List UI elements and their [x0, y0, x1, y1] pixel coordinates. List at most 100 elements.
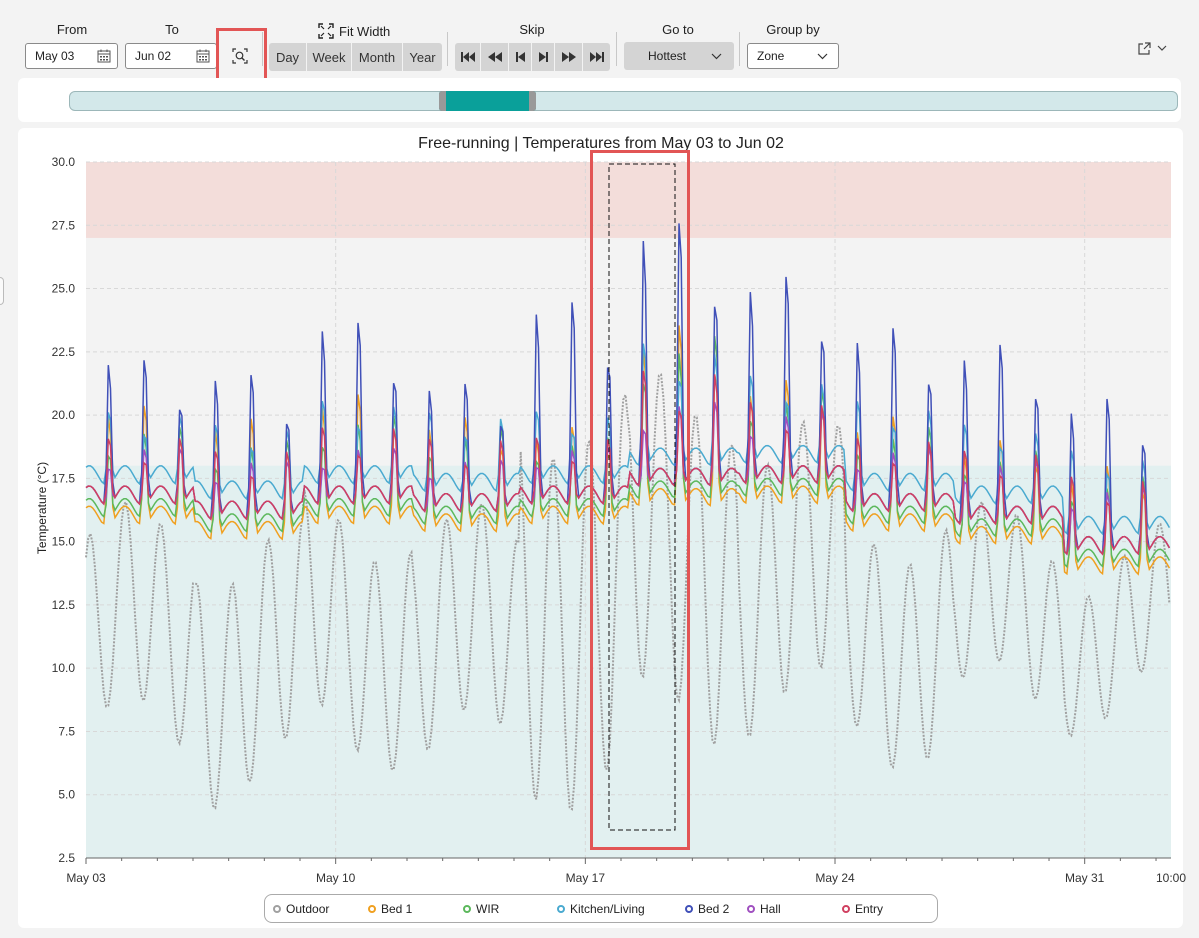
export-icon [1138, 41, 1151, 55]
legend-marker [368, 905, 376, 913]
range-right-handle[interactable] [529, 91, 536, 111]
from-date-field[interactable]: May 03 [25, 43, 118, 69]
y-tick-label: 30.0 [52, 155, 76, 169]
rewind-icon [487, 52, 502, 62]
timeline-range-track[interactable] [69, 91, 1178, 111]
skip-back-button[interactable] [481, 43, 509, 71]
goto-label: Go to [662, 22, 694, 37]
legend-item-hall[interactable]: Hall [747, 902, 781, 916]
series-line-bed-1[interactable] [85, 325, 1171, 576]
y-tick-label: 17.5 [52, 471, 76, 485]
overheat-band [86, 162, 1171, 238]
y-tick-label: 2.5 [58, 851, 75, 865]
y-axis-label: Temperature (°C) [35, 462, 49, 554]
x-tick-label: May 03 [66, 871, 106, 885]
period-year-button[interactable]: Year [403, 43, 442, 71]
chevron-down-icon [817, 53, 828, 60]
comfort-band [86, 465, 1171, 858]
from-date-value: May 03 [35, 49, 75, 63]
timeline-range-selection[interactable] [439, 91, 536, 111]
y-tick-label: 12.5 [52, 598, 76, 612]
fast-forward-icon [561, 52, 576, 62]
legend-marker [273, 905, 281, 913]
legend-item-bed-2[interactable]: Bed 2 [685, 902, 729, 916]
legend-item-entry[interactable]: Entry [842, 902, 883, 916]
fit-width-label: Fit Width [339, 23, 391, 39]
legend-label: Hall [760, 902, 781, 916]
series-line-kitchen-living[interactable] [85, 343, 1171, 536]
legend-label: Bed 2 [698, 902, 730, 916]
zoom-to-selection-icon [232, 48, 248, 64]
series-line-wir[interactable] [85, 336, 1171, 569]
period-day-button[interactable]: Day [269, 43, 307, 71]
series-line-outdoor[interactable] [85, 373, 1171, 811]
legend-label: Kitchen/Living [570, 902, 645, 916]
to-date-value: Jun 02 [135, 49, 172, 63]
calendar-icon[interactable] [97, 49, 111, 63]
y-tick-label: 15.0 [52, 535, 76, 549]
x-tick-label: May 31 [1065, 871, 1105, 885]
skip-label: Skip [519, 22, 545, 37]
hottest-period-highlight [590, 150, 690, 850]
skip-last-icon [589, 52, 604, 62]
series-line-entry[interactable] [85, 370, 1171, 556]
y-tick-label: 22.5 [52, 345, 76, 359]
x-tick-label: May 17 [566, 871, 606, 885]
legend-marker [747, 905, 755, 913]
fit-width-icon [318, 23, 334, 39]
calendar-icon[interactable] [196, 49, 210, 63]
y-tick-label: 27.5 [52, 218, 76, 232]
goto-value: Hottest [648, 49, 687, 63]
selection-rectangle[interactable] [608, 163, 676, 831]
x-tick-label: May 10 [316, 871, 356, 885]
groupby-dropdown[interactable]: Zone [747, 43, 839, 69]
legend-marker [842, 905, 850, 913]
x-tick-label: May 24 [815, 871, 855, 885]
y-tick-label: 7.5 [58, 724, 75, 738]
legend-label: Outdoor [286, 902, 330, 916]
legend-label: Entry [855, 902, 884, 916]
groupby-value: Zone [757, 49, 785, 63]
skip-last-button[interactable] [583, 43, 610, 71]
x-tick-label: 10:00 [1156, 871, 1186, 885]
skip-controls [455, 43, 610, 71]
step-back-icon [515, 52, 525, 62]
chevron-down-icon [711, 53, 722, 60]
groupby-label: Group by [766, 22, 820, 37]
goto-dropdown[interactable]: Hottest [624, 42, 734, 70]
period-month-button[interactable]: Month [352, 43, 403, 71]
legend-item-bed-1[interactable]: Bed 1 [368, 902, 412, 916]
period-selector: Day Week Month Year [269, 43, 442, 71]
y-tick-label: 10.0 [52, 661, 76, 675]
to-date-field[interactable]: Jun 02 [125, 43, 217, 69]
chevron-down-icon [1157, 45, 1167, 51]
separator [739, 32, 740, 66]
y-tick-label: 25.0 [52, 282, 76, 296]
skip-first-icon [460, 52, 475, 62]
range-left-handle[interactable] [439, 91, 446, 111]
legend-item-wir[interactable]: WIR [463, 902, 499, 916]
export-button[interactable] [1138, 40, 1174, 56]
legend-marker [463, 905, 471, 913]
legend-marker [685, 905, 693, 913]
legend-label: WIR [476, 902, 500, 916]
skip-first-button[interactable] [455, 43, 481, 71]
legend-label: Bed 1 [381, 902, 413, 916]
skip-forward-button[interactable] [555, 43, 583, 71]
legend-item-kitchen-living[interactable]: Kitchen/Living [557, 902, 645, 916]
from-label: From [56, 22, 88, 37]
separator [262, 32, 263, 66]
zoom-to-selection-button[interactable] [229, 44, 251, 68]
period-week-button[interactable]: Week [307, 43, 352, 71]
step-back-button[interactable] [509, 43, 532, 71]
legend-item-outdoor[interactable]: Outdoor [273, 902, 329, 916]
step-forward-button[interactable] [532, 43, 555, 71]
chart-legend: Outdoor Bed 1 WIR Kitchen/Living Bed 2 Hall En… [264, 894, 938, 923]
y-tick-label: 5.0 [58, 788, 75, 802]
step-forward-icon [538, 52, 548, 62]
fit-width-button[interactable]: Fit Width [318, 22, 390, 40]
separator [447, 32, 448, 66]
legend-marker [557, 905, 565, 913]
separator [616, 32, 617, 66]
